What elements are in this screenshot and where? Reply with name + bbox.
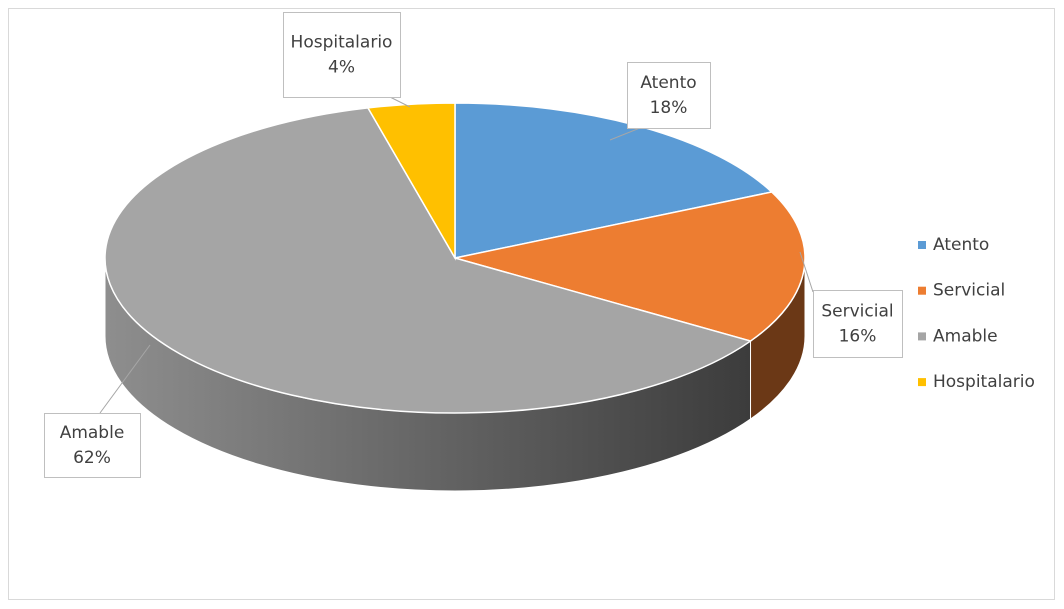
data-label-value: 16% (839, 327, 877, 347)
data-label-box (627, 62, 711, 129)
data-label-box (44, 413, 141, 478)
leader-line (609, 127, 641, 141)
legend-swatch (918, 378, 926, 387)
legend-label: Servicial (933, 281, 1005, 301)
legend: Atento Servicial Amable Hospitalario (918, 235, 1035, 392)
slice (366, 102, 456, 261)
data-label-category: Atento (640, 73, 696, 93)
legend-label: Amable (933, 326, 998, 346)
legend-swatch (918, 241, 926, 249)
legend-swatch (918, 286, 926, 295)
leader-line (389, 96, 411, 108)
slice (454, 191, 806, 342)
data-label-category: Hospitalario (291, 33, 393, 53)
data-label-category: Amable (60, 423, 125, 443)
data-label-value: 62% (73, 448, 111, 468)
data-label-value: 18% (650, 98, 688, 118)
legend-label: Hospitalario (933, 372, 1035, 392)
leader-line (99, 344, 151, 414)
data-label-box (283, 12, 401, 98)
data-label-category: Servicial (821, 302, 893, 322)
leader-line (799, 251, 814, 293)
slice (104, 107, 753, 414)
legend-swatch (918, 332, 926, 341)
data-label-box (813, 290, 903, 358)
legend-label: Atento (933, 235, 989, 255)
data-label-value: 4% (328, 58, 355, 78)
